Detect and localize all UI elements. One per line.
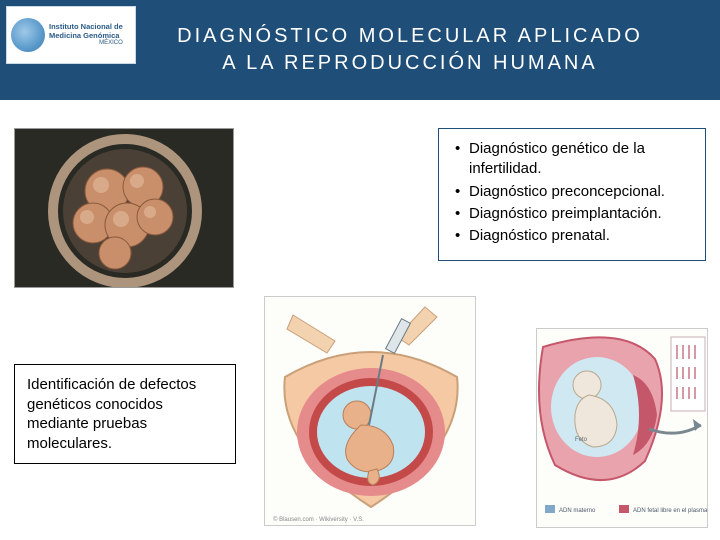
logo-line2: Medicina Genómica (49, 32, 123, 40)
slide-header: Instituto Nacional de Medicina Genómica … (0, 0, 720, 100)
bullet-item: Diagnóstico preimplantación. (453, 204, 691, 224)
cvs-svg: ADN materno ADN fetal libre en el plasma… (537, 329, 708, 528)
title-line-1: DIAGNÓSTICO MOLECULAR APLICADO (177, 25, 643, 47)
image-embryo-micrograph (14, 128, 234, 288)
logo-country: MÉXICO (49, 40, 123, 47)
title-line-2: A LA REPRODUCCIÓN HUMANA (222, 52, 597, 74)
svg-text:ADN materno: ADN materno (559, 508, 596, 514)
institute-logo: Instituto Nacional de Medicina Genómica … (6, 6, 136, 64)
amnio-svg: © Blausen.com · Wikiversity · V.S. (265, 297, 476, 526)
logo-text: Instituto Nacional de Medicina Genómica … (49, 23, 123, 46)
svg-text:© Blausen.com · Wikiversity ·: © Blausen.com · Wikiversity · V.S. (273, 516, 364, 523)
bullet-item: Diagnóstico genético de la infertilidad. (453, 139, 691, 180)
bullet-item: Diagnóstico preconcepcional. (453, 182, 691, 202)
bullet-list-box: Diagnóstico genético de la infertilidad.… (438, 128, 706, 261)
image-amniocentesis-diagram: © Blausen.com · Wikiversity · V.S. (264, 296, 476, 526)
svg-text:Feto: Feto (575, 437, 588, 443)
caption-text: Identificación de defectos genéticos con… (27, 376, 196, 452)
image-cvs-diagram: ADN materno ADN fetal libre en el plasma… (536, 328, 708, 528)
logo-mark-icon (11, 18, 45, 52)
bullet-item: Diagnóstico prenatal. (453, 226, 691, 246)
embryo-svg (15, 129, 234, 288)
bullet-list: Diagnóstico genético de la infertilidad.… (453, 139, 691, 246)
caption-box: Identificación de defectos genéticos con… (14, 364, 236, 464)
svg-text:ADN fetal libre en el plasma: ADN fetal libre en el plasma (633, 508, 708, 514)
